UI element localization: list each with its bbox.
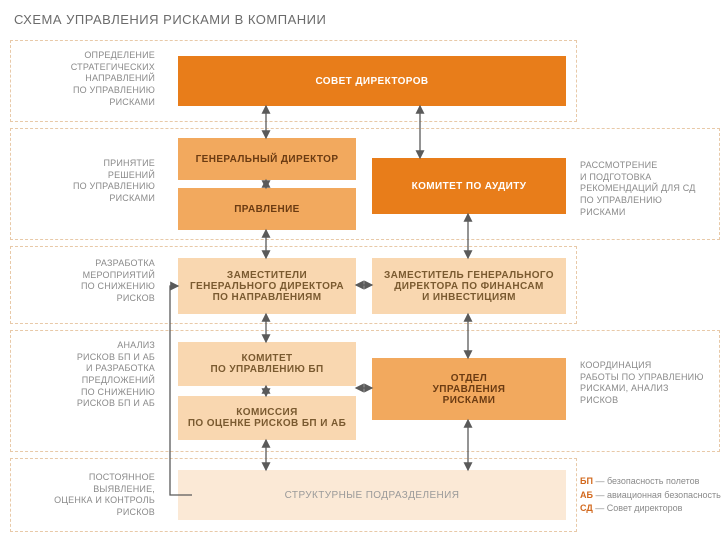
legend-text-1: — авиационная безопасность xyxy=(593,490,721,500)
box-cfo: ЗАМЕСТИТЕЛЬ ГЕНЕРАЛЬНОГОДИРЕКТОРА ПО ФИН… xyxy=(372,258,566,314)
legend-abbr-1: АБ xyxy=(580,490,593,500)
box-board: СОВЕТ ДИРЕКТОРОВ xyxy=(178,56,566,106)
left-label-0: ОПРЕДЕЛЕНИЕСТРАТЕГИЧЕСКИХНАПРАВЛЕНИЙПО У… xyxy=(10,50,155,108)
diagram-title: СХЕМА УПРАВЛЕНИЯ РИСКАМИ В КОМПАНИИ xyxy=(14,12,326,27)
box-commission: КОМИССИЯПО ОЦЕНКЕ РИСКОВ БП И АБ xyxy=(178,396,356,440)
legend-abbr-2: СД xyxy=(580,503,593,513)
legend-text-2: — Совет директоров xyxy=(593,503,683,513)
right-label-1: КООРДИНАЦИЯРАБОТЫ ПО УПРАВЛЕНИЮРИСКАМИ, … xyxy=(580,360,720,407)
box-committee_bp: КОМИТЕТПО УПРАВЛЕНИЮ БП xyxy=(178,342,356,386)
box-ceo: ГЕНЕРАЛЬНЫЙ ДИРЕКТОР xyxy=(178,138,356,180)
left-label-3: АНАЛИЗРИСКОВ БП И АБИ РАЗРАБОТКАПРЕДЛОЖЕ… xyxy=(10,340,155,410)
legend-text-0: — безопасность полетов xyxy=(593,476,700,486)
legend-abbr-0: БП xyxy=(580,476,593,486)
left-label-1: ПРИНЯТИЕРЕШЕНИЙПО УПРАВЛЕНИЮРИСКАМИ xyxy=(10,158,155,205)
box-deputies: ЗАМЕСТИТЕЛИГЕНЕРАЛЬНОГО ДИРЕКТОРАПО НАПР… xyxy=(178,258,356,314)
box-exec: ПРАВЛЕНИЕ xyxy=(178,188,356,230)
legend: БП — безопасность полетовАБ — авиационна… xyxy=(580,475,721,516)
left-label-2: РАЗРАБОТКАМЕРОПРИЯТИЙПО СНИЖЕНИЮРИСКОВ xyxy=(10,258,155,305)
legend-row-1: АБ — авиационная безопасность xyxy=(580,489,721,503)
legend-row-2: СД — Совет директоров xyxy=(580,502,721,516)
legend-row-0: БП — безопасность полетов xyxy=(580,475,721,489)
box-risk_dept: ОТДЕЛУПРАВЛЕНИЯРИСКАМИ xyxy=(372,358,566,420)
box-units: СТРУКТУРНЫЕ ПОДРАЗДЕЛЕНИЯ xyxy=(178,470,566,520)
right-label-0: РАССМОТРЕНИЕИ ПОДГОТОВКАРЕКОМЕНДАЦИЙ ДЛЯ… xyxy=(580,160,720,218)
box-audit: КОМИТЕТ ПО АУДИТУ xyxy=(372,158,566,214)
left-label-4: ПОСТОЯННОЕВЫЯВЛЕНИЕ,ОЦЕНКА И КОНТРОЛЬРИС… xyxy=(10,472,155,519)
